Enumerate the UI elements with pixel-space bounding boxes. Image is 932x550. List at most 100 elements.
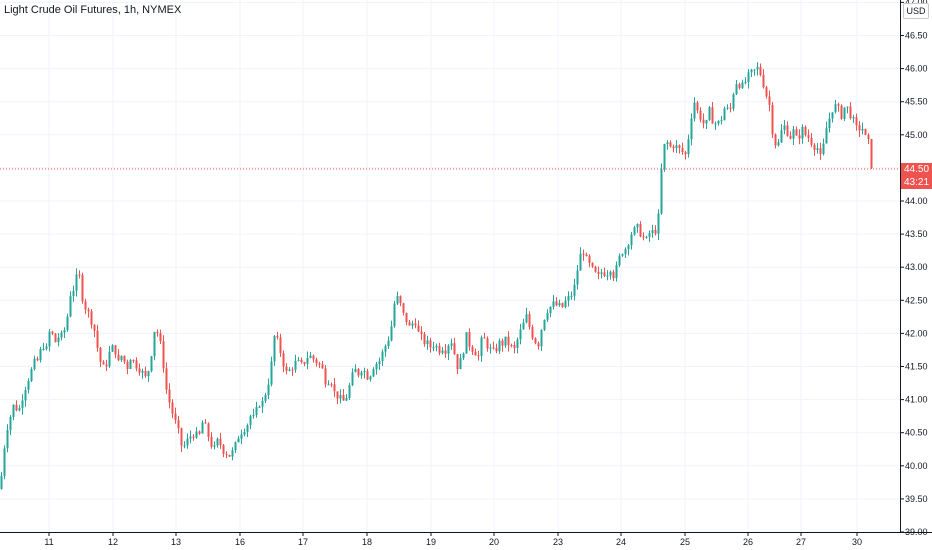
candle-body xyxy=(792,129,795,139)
candle-body xyxy=(348,385,351,399)
candle-body xyxy=(837,104,840,106)
candle-body xyxy=(366,371,369,380)
candle-body xyxy=(213,445,216,447)
candle-body xyxy=(813,144,816,151)
candle-body xyxy=(354,368,357,373)
candle-body xyxy=(393,303,396,327)
candle-body xyxy=(591,262,594,267)
candle-body xyxy=(804,126,807,136)
candle-body xyxy=(771,104,774,135)
candle-body xyxy=(174,413,177,421)
candle-body xyxy=(177,420,180,429)
candle-body xyxy=(243,432,246,435)
candle-body xyxy=(261,400,264,407)
candle-body xyxy=(678,145,681,148)
candle-body xyxy=(291,369,294,371)
time-tick-label: 17 xyxy=(298,537,308,547)
candle-body xyxy=(684,152,687,155)
candle-body xyxy=(504,336,507,346)
candle-body xyxy=(606,275,609,277)
candle-body xyxy=(576,270,579,285)
candle-body xyxy=(759,66,762,75)
candle-body xyxy=(798,135,801,139)
price-axis[interactable]: 39.00 39.50 40.00 40.50 41.00 41.50 42.00 42.50… xyxy=(900,0,928,537)
price-tick-label: 41.50 xyxy=(905,362,928,372)
candle-body xyxy=(192,436,195,438)
candle-body xyxy=(411,323,414,326)
candle-body xyxy=(9,416,12,430)
candle-body xyxy=(513,345,516,349)
candle-body xyxy=(489,347,492,349)
candle-body xyxy=(696,102,699,111)
candle-body xyxy=(183,445,186,447)
candle-body xyxy=(438,345,441,353)
candle-body xyxy=(171,402,174,414)
candle-body xyxy=(369,376,372,380)
price-tick-label: 45.50 xyxy=(905,97,928,107)
candle-body xyxy=(570,295,573,297)
candle-body xyxy=(672,146,675,149)
candle-body xyxy=(738,84,741,88)
candle-body xyxy=(669,142,672,147)
candle-body xyxy=(153,331,156,357)
candle-body xyxy=(453,343,456,355)
candle-body xyxy=(807,135,810,138)
candle-body xyxy=(285,366,288,371)
candle-body xyxy=(867,134,870,140)
candle-body xyxy=(111,345,114,352)
candle-body xyxy=(600,272,603,274)
candle-body xyxy=(237,438,240,443)
candle-body xyxy=(777,142,780,146)
candle-body xyxy=(786,125,789,136)
candle-body xyxy=(42,348,45,350)
candle-body xyxy=(3,448,6,476)
candle-body xyxy=(459,358,462,370)
candle-body xyxy=(774,134,777,146)
candle-body xyxy=(240,434,243,439)
candle-body xyxy=(12,404,15,417)
candle-body xyxy=(252,415,255,417)
candle-body xyxy=(384,346,387,352)
candle-body xyxy=(816,148,819,151)
candle-body xyxy=(441,350,444,353)
price-tick-label: 39.00 xyxy=(905,527,928,537)
time-axis[interactable]: 11 12 13 16 17 18 19 20 23 24 25 26 27 30 xyxy=(44,532,862,547)
candle-body xyxy=(645,236,648,238)
time-tick-label: 20 xyxy=(489,537,499,547)
candle-body xyxy=(567,295,570,301)
candle-body xyxy=(18,408,21,411)
candle-body xyxy=(657,213,660,234)
candle-body xyxy=(702,119,705,124)
candle-body xyxy=(618,255,621,266)
candle-body xyxy=(249,416,252,426)
candle-body xyxy=(159,333,162,342)
candle-body xyxy=(633,227,636,235)
price-tick-label: 40.50 xyxy=(905,428,928,438)
candle-body xyxy=(45,346,48,349)
candle-body xyxy=(564,300,567,308)
candle-body xyxy=(444,350,447,354)
candle-body xyxy=(318,363,321,365)
candle-body xyxy=(615,265,618,279)
candle-body xyxy=(831,112,834,119)
candle-body xyxy=(579,253,582,271)
candle-body xyxy=(198,431,201,434)
candle-body xyxy=(306,357,309,364)
candle-body xyxy=(66,316,69,331)
candle-body xyxy=(105,364,108,367)
candle-body xyxy=(342,395,345,401)
candle-body xyxy=(525,314,528,323)
candle-body xyxy=(723,108,726,121)
candle-body xyxy=(480,337,483,356)
price-tick-label: 45.00 xyxy=(905,130,928,140)
candle-body xyxy=(447,345,450,354)
candle-body xyxy=(258,406,261,408)
price-tick-label: 41.00 xyxy=(905,395,928,405)
currency-badge[interactable]: USD xyxy=(903,3,929,19)
candle-body xyxy=(780,130,783,143)
candle-body xyxy=(546,313,549,320)
candle-body xyxy=(855,117,858,126)
candle-body xyxy=(99,347,102,362)
candle-body xyxy=(630,234,633,246)
